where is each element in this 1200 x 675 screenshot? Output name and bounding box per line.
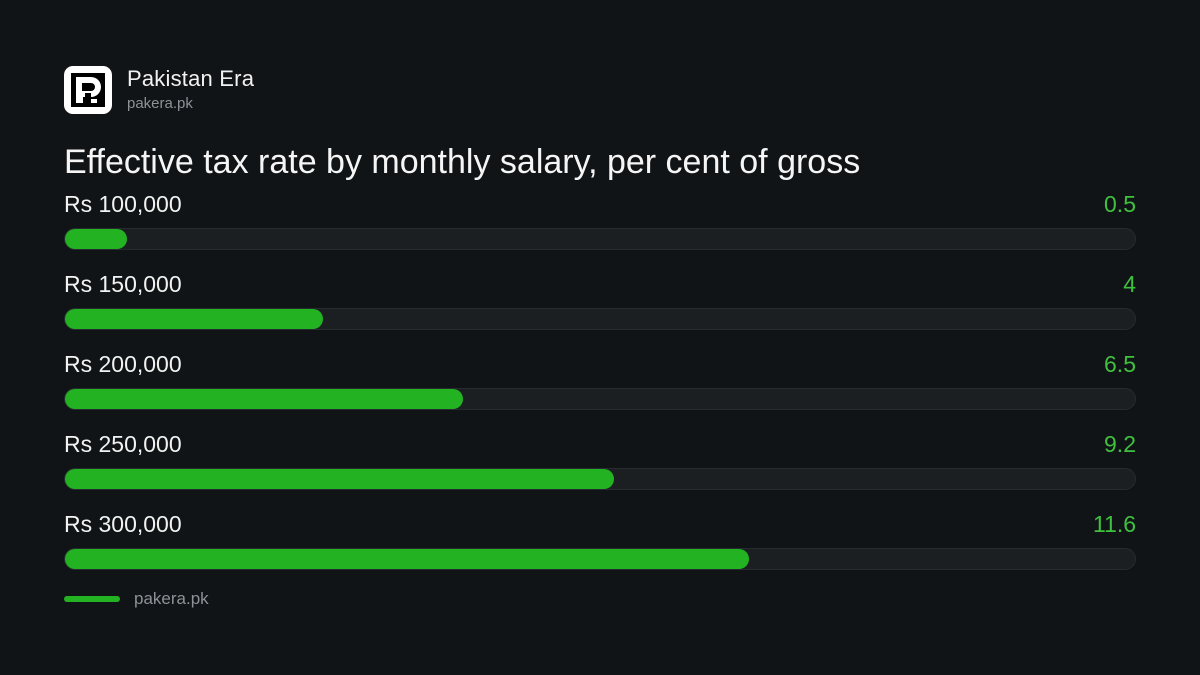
bar-track <box>64 388 1136 410</box>
brand-name: Pakistan Era <box>127 66 255 91</box>
bar-row: Rs 300,000 11.6 <box>64 506 1136 586</box>
bar-fill <box>65 469 614 489</box>
footer: pakera.pk <box>64 588 209 610</box>
bar-fill <box>65 229 127 249</box>
bar-track <box>64 548 1136 570</box>
footer-source: pakera.pk <box>134 589 209 608</box>
category-label: Rs 250,000 <box>64 431 182 457</box>
value-label: 0.5 <box>1104 191 1136 217</box>
bar-row: Rs 150,000 4 <box>64 266 1136 346</box>
brand-header: Pakistan Era pakera.pk <box>64 66 254 114</box>
bar-fill <box>65 309 323 329</box>
bar-row: Rs 100,000 0.5 <box>64 186 1136 266</box>
category-label: Rs 150,000 <box>64 271 182 297</box>
brand-text: Pakistan Era pakera.pk <box>127 66 254 114</box>
bar-track <box>64 468 1136 490</box>
bar-track <box>64 308 1136 330</box>
category-label: Rs 100,000 <box>64 191 182 217</box>
footer-accent-line <box>64 596 120 602</box>
brand-url: pakera.pk <box>127 95 193 112</box>
chart-title: Effective tax rate by monthly salary, pe… <box>64 143 861 181</box>
category-label: Rs 300,000 <box>64 511 182 537</box>
category-label: Rs 200,000 <box>64 351 182 377</box>
value-label: 9.2 <box>1104 431 1136 457</box>
bar-fill <box>65 389 463 409</box>
value-label: 11.6 <box>1092 511 1136 537</box>
bar-fill <box>65 549 749 569</box>
bar-row: Rs 250,000 9.2 <box>64 426 1136 506</box>
pakistan-era-logo-icon <box>64 66 112 114</box>
value-label: 6.5 <box>1104 351 1136 377</box>
bar-row: Rs 200,000 6.5 <box>64 346 1136 426</box>
bar-chart: Rs 100,000 0.5 Rs 150,000 4 Rs 200,000 6.5 Rs … <box>64 186 1136 586</box>
value-label: 4 <box>1123 271 1136 297</box>
bar-track <box>64 228 1136 250</box>
